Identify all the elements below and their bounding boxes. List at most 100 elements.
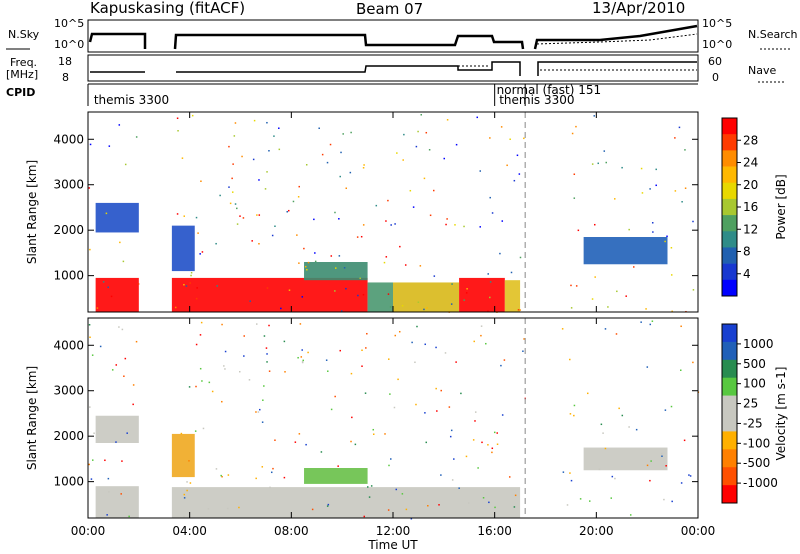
power-region-blue-3 [171,225,195,272]
velocity-speckle [188,460,190,462]
power-speckle [645,308,647,310]
velocity-speckle [268,324,270,327]
power-speckle [446,119,449,121]
power-speckle [681,201,683,203]
noise-left-tick-top: 10^5 [54,17,84,30]
power-speckle [523,137,525,140]
power-speckle [321,153,324,156]
power-speckle [625,295,627,297]
noise-panel-frame [87,19,699,53]
power-ytick-label: 1000 [53,269,84,283]
power-speckle [614,198,616,200]
noise-right-tick-bottom: 10^0 [702,38,732,51]
velocity-speckle [397,378,399,381]
power-speckle [499,252,501,255]
power-speckle [233,135,236,137]
power-speckle [241,155,243,158]
power-speckle [183,215,186,217]
power-speckle [454,224,456,226]
xtick-label: 20:00 [579,524,614,538]
power-speckle [513,179,516,182]
velocity-speckle [566,504,569,506]
velocity-speckle [124,357,127,360]
power-speckle [266,171,268,173]
freq-right-tick-top: 60 [708,55,722,68]
freq-panel: Freq. [MHz] 18 8 60 0 Nave [6,54,786,84]
power-speckle [105,212,108,215]
velocity-speckle [562,471,565,473]
velocity-speckle [482,497,485,499]
velocity-speckle [436,410,438,412]
xtick-label: 12:00 [376,524,411,538]
velocity-speckle [294,441,297,443]
power-speckle [236,223,239,225]
power-speckle [450,303,453,305]
velocity-region-grey-5 [583,447,668,471]
power-speckle [338,255,341,257]
power-speckle [501,220,504,222]
power-speckle [664,240,666,243]
power-speckle [429,214,432,217]
power-speckle [181,157,184,159]
velocity-speckle [480,334,482,337]
xlabel: Time UT [367,538,418,552]
power-ylabel: Slant Range [km] [25,160,39,264]
velocity-speckle [283,476,286,479]
power-speckle [506,164,508,167]
velocity-speckle [263,335,266,337]
velocity-speckle [372,433,375,435]
power-speckle [423,177,426,180]
velocity-speckle [500,364,502,367]
power-speckle [655,168,657,171]
velocity-speckle [389,393,391,395]
power-speckle [404,264,407,266]
velocity-speckle [650,460,652,462]
freq-series [90,61,697,76]
power-speckle [433,275,436,277]
velocity-speckle [458,487,460,489]
power-speckle [278,127,280,129]
power-speckle [306,268,308,271]
power-speckle [176,117,179,120]
velocity-speckle [401,493,404,495]
velocity-speckle [663,498,665,501]
velocity-speckle [354,443,357,446]
power-speckle [190,271,193,274]
power-speckle [389,306,392,308]
velocity-speckle [628,426,630,428]
power-speckle [258,242,260,245]
velocity-speckle [414,361,416,364]
power-speckle [185,285,188,287]
velocity-speckle [298,433,301,435]
power-colorbar-segment [722,118,737,135]
power-speckle [500,126,503,128]
velocity-speckle [248,379,251,381]
power-speckle [301,296,304,298]
power-speckle [268,150,270,152]
velocity-region-grey-1 [95,415,139,443]
velocity-speckle [189,482,192,484]
velocity-speckle [660,452,663,455]
power-speckle [692,289,695,291]
cpid-mode-3: themis 3300 [499,93,574,107]
power-colorbar-label: 24 [743,156,758,170]
velocity-speckle [89,336,91,339]
power-speckle [271,234,274,237]
velocity-speckle [186,481,188,483]
power-speckle [201,251,204,253]
power-speckle [518,173,521,175]
power-speckle [491,212,494,214]
power-speckle [326,161,329,164]
power-speckle [575,125,577,128]
power-speckle [108,145,111,147]
power-region-red-2 [171,277,368,312]
velocity-speckle [307,351,309,354]
power-speckle [314,260,317,263]
velocity-speckle [372,428,375,431]
power-speckle [334,211,336,214]
power-speckle [191,114,194,117]
power-speckle [102,281,105,283]
cpid-mode-2: normal (fast) 151 [497,83,601,97]
velocity-speckle [201,380,203,382]
velocity-speckle [573,404,576,407]
